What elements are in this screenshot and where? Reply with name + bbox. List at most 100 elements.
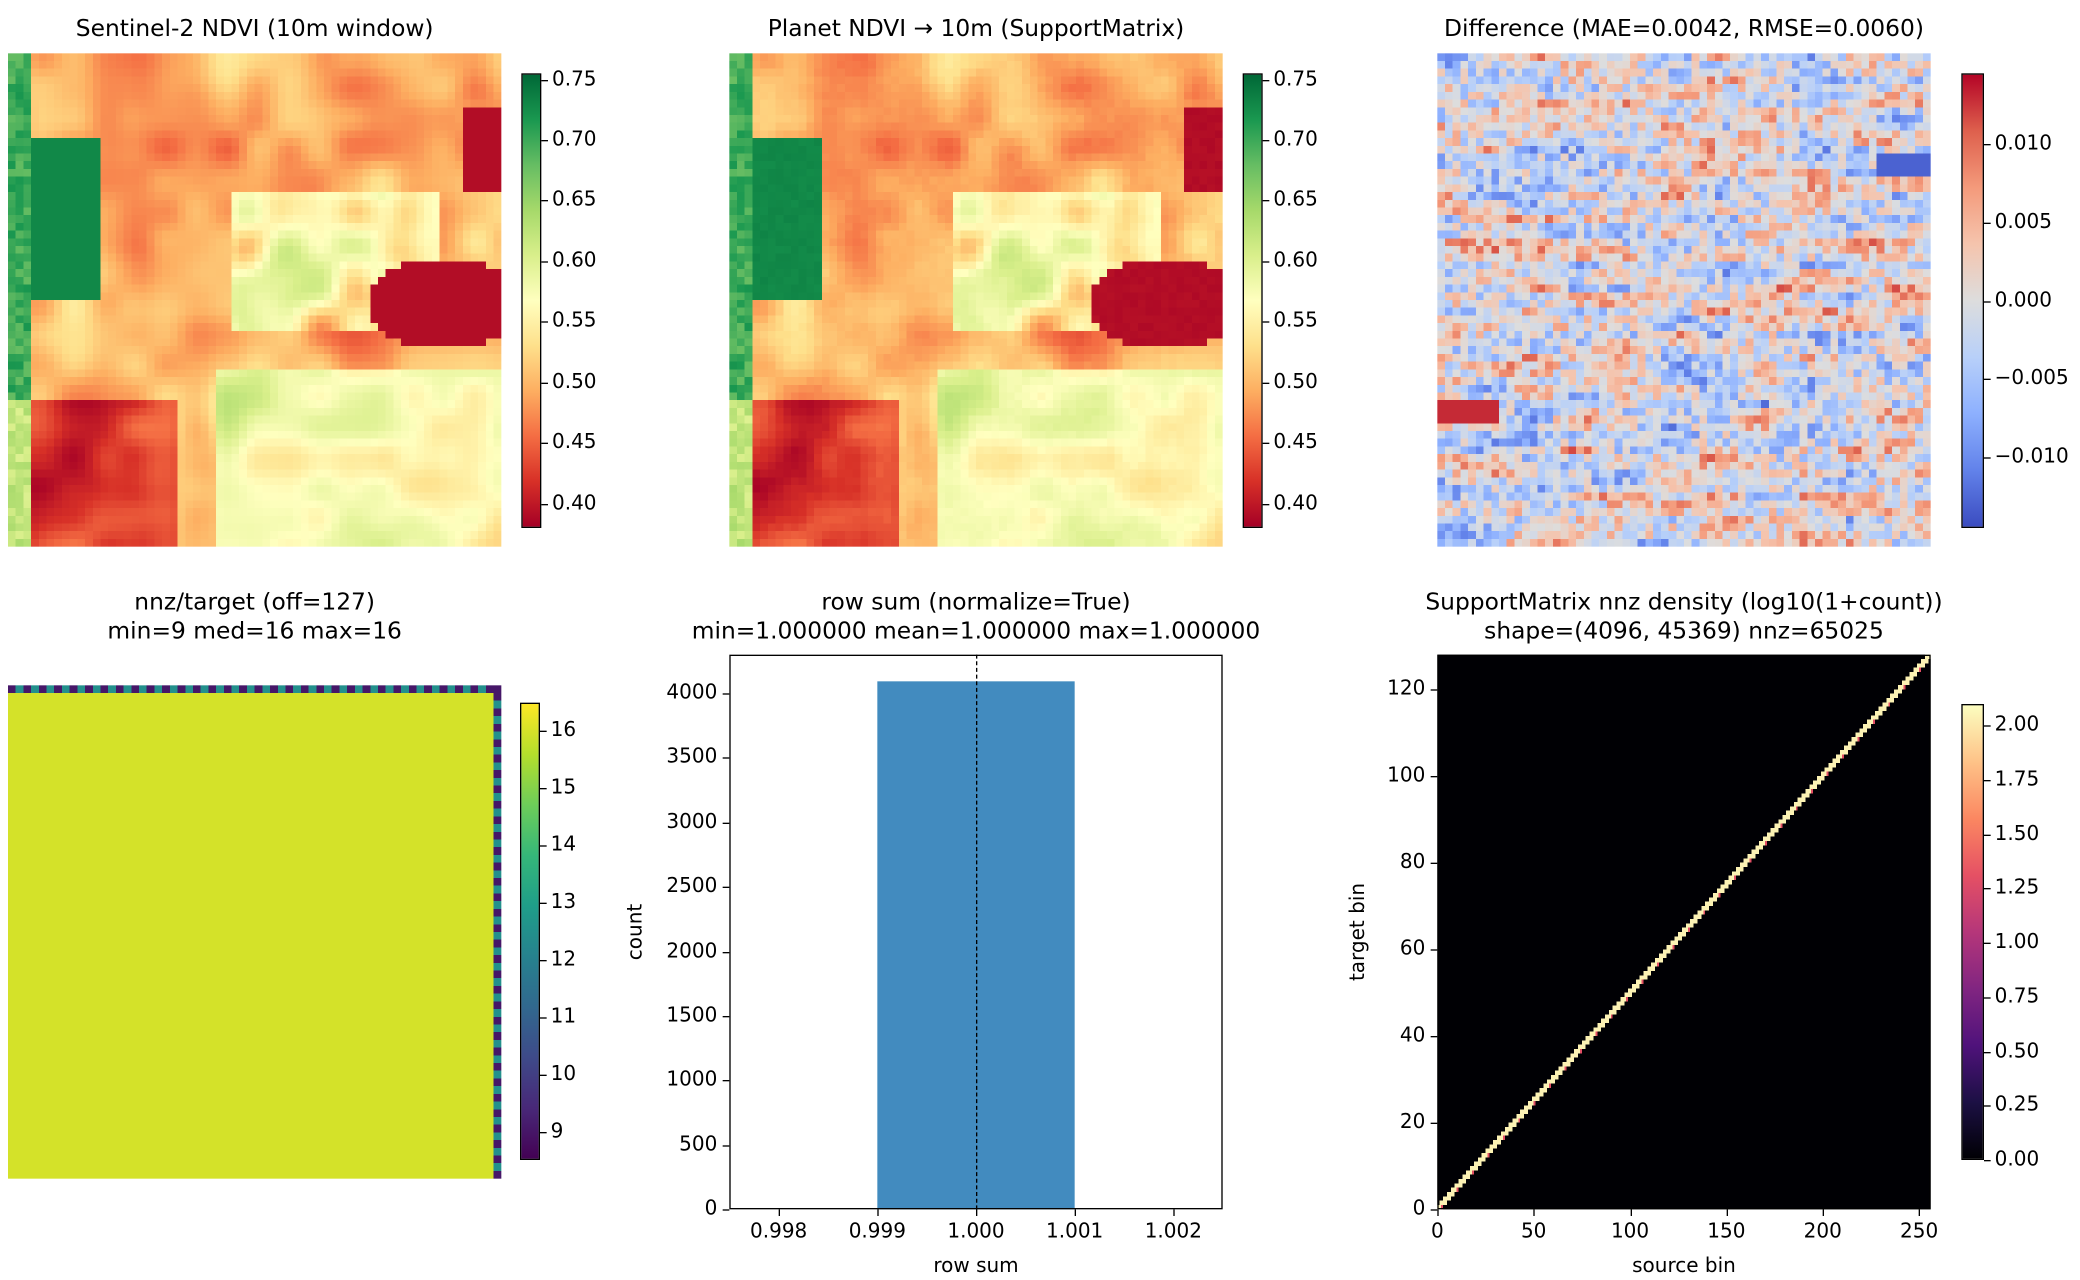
x-tick-mark bbox=[1822, 1209, 1825, 1216]
y-tick-mark bbox=[722, 1015, 730, 1018]
colorbar-tick-mark bbox=[1983, 1105, 1991, 1108]
colorbar-tick-mark bbox=[541, 382, 548, 384]
colorbar-tick-label: 0.45 bbox=[551, 429, 597, 454]
colorbar-tick-label: 0.40 bbox=[1273, 490, 1318, 515]
colorbar-tick-label: 0.75 bbox=[551, 66, 597, 91]
y-tick-mark bbox=[722, 1080, 730, 1082]
panel-4-subtitle: min=9 med=16 max=16 bbox=[107, 618, 402, 646]
colorbar-tick-label: 10 bbox=[550, 1060, 577, 1085]
x-tick-mark bbox=[1173, 1209, 1175, 1216]
y-tick-label: 2000 bbox=[666, 937, 718, 962]
y-tick-label: 120 bbox=[1387, 675, 1426, 700]
y-tick-mark bbox=[1430, 689, 1438, 691]
colorbar-tick-mark bbox=[1262, 443, 1270, 445]
colorbar-tick-mark bbox=[1262, 200, 1270, 202]
x-tick-label: 0.998 bbox=[750, 1218, 808, 1243]
ndvi-heatmap-2 bbox=[729, 53, 1223, 547]
colorbar-tick-mark bbox=[1983, 1051, 1991, 1053]
colorbar-tick-mark bbox=[1983, 143, 1991, 146]
panel-3-title: Difference (MAE=0.0042, RMSE=0.0060) bbox=[1444, 15, 1924, 43]
colorbar-tick-label: 0.00 bbox=[1994, 1146, 2040, 1171]
y-tick-label: 2500 bbox=[666, 873, 718, 898]
colorbar-tick-mark bbox=[1983, 779, 1991, 782]
y-axis-label: count bbox=[622, 903, 647, 961]
colorbar-tick-label: 1.25 bbox=[1994, 875, 2040, 900]
colorbar-tick-label: 0.005 bbox=[1994, 208, 2052, 233]
nnz-per-target-heatmap bbox=[7, 685, 502, 1179]
x-tick-label: 250 bbox=[1900, 1218, 1939, 1243]
y-tick-mark bbox=[1430, 1122, 1438, 1124]
colorbar-tick-label: 0.40 bbox=[551, 490, 597, 515]
x-tick-mark bbox=[1533, 1209, 1536, 1216]
x-tick-mark bbox=[778, 1209, 780, 1216]
panel-4-title: nnz/target (off=127) bbox=[134, 589, 376, 616]
panel-1-title: Sentinel-2 NDVI (10m window) bbox=[75, 15, 434, 43]
y-tick-mark bbox=[1430, 1035, 1438, 1038]
colorbar-tick-label: 0.65 bbox=[1273, 187, 1318, 212]
y-axis-label: target bin bbox=[1345, 882, 1370, 982]
colorbar-tick-label: 16 bbox=[550, 717, 577, 742]
x-tick-mark bbox=[1919, 1209, 1921, 1216]
colorbar-tick-mark bbox=[1262, 79, 1270, 81]
x-tick-mark bbox=[1630, 1209, 1632, 1216]
panel-6-title: SupportMatrix nnz density (log10(1+count… bbox=[1425, 589, 1943, 616]
y-tick-mark bbox=[1430, 775, 1438, 778]
colorbar-tick-mark bbox=[1262, 139, 1270, 142]
x-tick-label: 150 bbox=[1707, 1218, 1746, 1243]
x-axis-label: source bin bbox=[1632, 1253, 1736, 1278]
y-tick-label: 100 bbox=[1387, 762, 1426, 787]
colorbar-tick-mark bbox=[539, 902, 547, 905]
x-tick-label: 0.999 bbox=[848, 1218, 906, 1243]
y-tick-mark bbox=[722, 822, 730, 824]
colorbar-tick-label: 0.010 bbox=[1994, 130, 2052, 155]
y-tick-mark bbox=[722, 1144, 730, 1147]
colorbar-tick-mark bbox=[539, 959, 547, 962]
colorbar-tick-label: 0.000 bbox=[1994, 287, 2052, 312]
colorbar-tick-mark bbox=[1983, 834, 1991, 836]
y-tick-label: 3500 bbox=[666, 744, 718, 769]
colorbar-tick-mark bbox=[539, 845, 547, 847]
colorbar-tick-label: 0.60 bbox=[1273, 247, 1318, 272]
colorbar-5 bbox=[1961, 703, 1984, 1160]
ndvi-heatmap-1 bbox=[7, 53, 502, 547]
colorbar-tick-label: 9 bbox=[550, 1118, 564, 1143]
colorbar-tick-mark bbox=[1262, 321, 1270, 324]
colorbar-tick-label: 15 bbox=[550, 775, 577, 800]
mean-dashed-line bbox=[975, 654, 978, 1210]
colorbar-tick-label: −0.005 bbox=[1994, 365, 2069, 390]
y-tick-label: 1500 bbox=[666, 1002, 718, 1027]
y-tick-label: 20 bbox=[1399, 1109, 1426, 1134]
colorbar-0 bbox=[521, 73, 542, 528]
colorbar-tick-label: 0.50 bbox=[1994, 1038, 2040, 1063]
y-tick-mark bbox=[722, 886, 730, 889]
colorbar-tick-label: 13 bbox=[550, 889, 577, 914]
x-tick-mark bbox=[1437, 1209, 1439, 1216]
x-tick-label: 50 bbox=[1520, 1218, 1547, 1243]
colorbar-tick-label: 0.75 bbox=[1994, 983, 2040, 1008]
colorbar-1 bbox=[1242, 73, 1263, 528]
x-tick-mark bbox=[1074, 1209, 1076, 1216]
colorbar-tick-label: 0.45 bbox=[1273, 429, 1318, 454]
y-tick-mark bbox=[1430, 1209, 1438, 1211]
colorbar-tick-mark bbox=[539, 731, 547, 733]
colorbar-tick-label: 0.25 bbox=[1994, 1092, 2040, 1117]
colorbar-tick-mark bbox=[541, 200, 548, 202]
colorbar-tick-mark bbox=[539, 1017, 547, 1019]
colorbar-tick-mark bbox=[1983, 222, 1991, 224]
colorbar-tick-label: 11 bbox=[550, 1003, 577, 1028]
colorbar-tick-mark bbox=[539, 788, 547, 790]
x-tick-label: 1.000 bbox=[947, 1218, 1005, 1243]
x-axis-label: row sum bbox=[933, 1253, 1019, 1278]
colorbar-tick-label: 1.50 bbox=[1994, 820, 2040, 845]
y-tick-label: 60 bbox=[1399, 935, 1426, 960]
colorbar-tick-mark bbox=[1262, 382, 1270, 384]
difference-heatmap bbox=[1437, 53, 1931, 547]
colorbar-tick-mark bbox=[1983, 300, 1991, 302]
colorbar-tick-mark bbox=[1983, 997, 1991, 999]
colorbar-tick-mark bbox=[1262, 261, 1270, 263]
y-tick-mark bbox=[722, 951, 730, 953]
x-tick-mark bbox=[877, 1209, 879, 1216]
axes-frame-5 bbox=[729, 654, 1223, 1210]
colorbar-tick-label: 14 bbox=[550, 832, 577, 857]
y-tick-label: 40 bbox=[1399, 1022, 1426, 1047]
